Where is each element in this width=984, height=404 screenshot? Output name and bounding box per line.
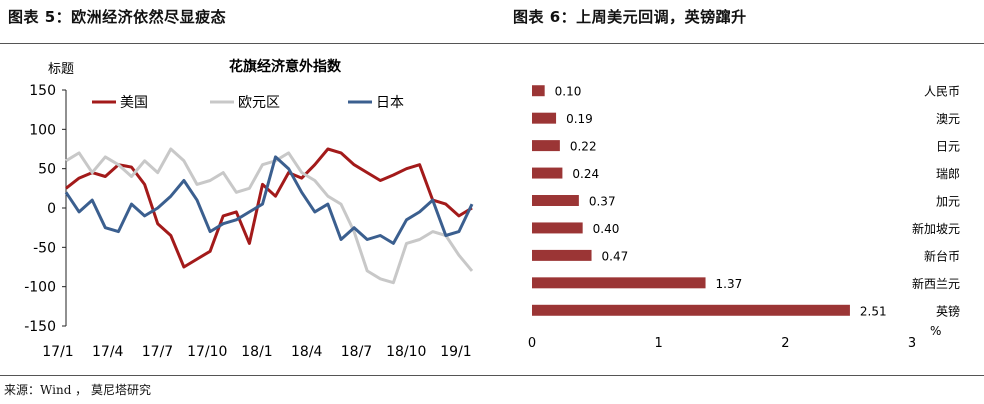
bar xyxy=(532,112,557,124)
bar-category-label: 英镑 xyxy=(936,303,960,318)
bar-value-label: 1.37 xyxy=(716,277,743,291)
bar-category-label: 新西兰元 xyxy=(912,276,960,291)
line-chart-x-axis: 17/1 17/4 17/7 17/10 18/1 18/4 18/7 18/10 19/1 xyxy=(42,344,471,360)
x-tick-label: 18/7 xyxy=(341,344,372,360)
y-tick-label: 0 xyxy=(47,201,56,217)
y-tick-label: 150 xyxy=(29,83,56,99)
line-chart-legend: 美国 欧元区 日本 xyxy=(92,95,404,111)
bar-value-label: 0.40 xyxy=(593,222,620,236)
right-chart-header: 图表 6：上周美元回调，英镑蹿升 xyxy=(513,8,747,26)
bar-value-label: 0.37 xyxy=(589,195,616,209)
bar xyxy=(532,195,579,206)
bar xyxy=(532,140,560,152)
bar xyxy=(532,85,545,97)
x-tick-label: 2 xyxy=(781,336,789,351)
source-note: 来源：Wind ， 莫尼塔研究 xyxy=(4,383,152,397)
series-line-1 xyxy=(65,147,473,269)
x-tick-label: 3 xyxy=(908,336,916,351)
bar-category-label: 新台币 xyxy=(924,248,960,263)
bar xyxy=(532,304,850,316)
legend-label-2: 欧元区 xyxy=(238,95,280,111)
x-tick-label: 19/1 xyxy=(440,344,471,360)
y-tick-label: -150 xyxy=(24,319,56,335)
y-tick-label: -100 xyxy=(24,280,56,296)
line-chart-ylabel: 标题 xyxy=(48,62,74,77)
fx-change-bar-chart: 0.10 0.19 0.22 0.24 0.37 0.40 0.47 1.37 2.51 0 1 2… xyxy=(528,85,960,351)
y-tick-label: 50 xyxy=(38,162,56,178)
header-divider xyxy=(0,43,984,44)
surprise-index-line-chart: 花旗经济意外指数 标题 美国 欧元区 日本 150 100 50 0 -50 -100 -150… xyxy=(24,58,474,360)
bar-category-label: 澳元 xyxy=(936,112,960,126)
y-tick-label: -50 xyxy=(33,240,56,256)
x-tick-label: 17/1 xyxy=(42,344,73,360)
bar-chart-bars: 0.10 0.19 0.22 0.24 0.37 0.40 0.47 1.37 2.51 xyxy=(532,85,887,318)
y-tick-label: 100 xyxy=(29,122,56,138)
footer-divider xyxy=(0,375,984,376)
legend-label-3: 日本 xyxy=(376,95,404,111)
line-chart-y-axis: 150 100 50 0 -50 -100 -150 xyxy=(24,83,67,335)
series-line-2 xyxy=(65,147,474,285)
x-tick-label: 0 xyxy=(528,336,536,351)
line-chart-title: 花旗经济意外指数 xyxy=(229,58,342,75)
bar-category-label: 瑞郎 xyxy=(936,167,960,181)
left-chart-header: 图表 5：欧洲经济依然尽显疲态 xyxy=(8,8,227,26)
bar-category-label: 加元 xyxy=(936,195,960,209)
legend-label-1: 美国 xyxy=(120,95,148,111)
x-tick-label: 17/4 xyxy=(92,344,124,360)
x-tick-label: 18/4 xyxy=(291,344,323,360)
line-chart-series xyxy=(64,147,474,285)
x-tick-label: 1 xyxy=(655,336,663,351)
bar-value-label: 0.19 xyxy=(566,112,593,126)
bar-category-label: 日元 xyxy=(936,140,960,154)
x-tick-label: 17/10 xyxy=(187,344,227,360)
bar xyxy=(532,249,592,261)
series-line-3 xyxy=(64,155,474,245)
bar xyxy=(532,277,706,289)
x-tick-label: 18/10 xyxy=(386,344,426,360)
x-tick-label: 17/7 xyxy=(142,344,173,360)
bar-category-label: 人民币 xyxy=(924,85,960,99)
bar-value-label: 2.51 xyxy=(860,304,887,318)
bar-value-label: 0.47 xyxy=(602,249,629,263)
bar-category-label: 新加坡元 xyxy=(912,221,960,236)
x-tick-label: 18/1 xyxy=(241,344,272,360)
bar xyxy=(532,167,563,179)
bar-chart-unit: % xyxy=(930,324,941,338)
bar-value-label: 0.10 xyxy=(555,85,582,99)
bar-value-label: 0.22 xyxy=(570,140,597,154)
bar xyxy=(532,222,583,234)
bar-chart-x-axis: 0 1 2 3 xyxy=(528,336,916,351)
bar-value-label: 0.24 xyxy=(572,167,599,181)
